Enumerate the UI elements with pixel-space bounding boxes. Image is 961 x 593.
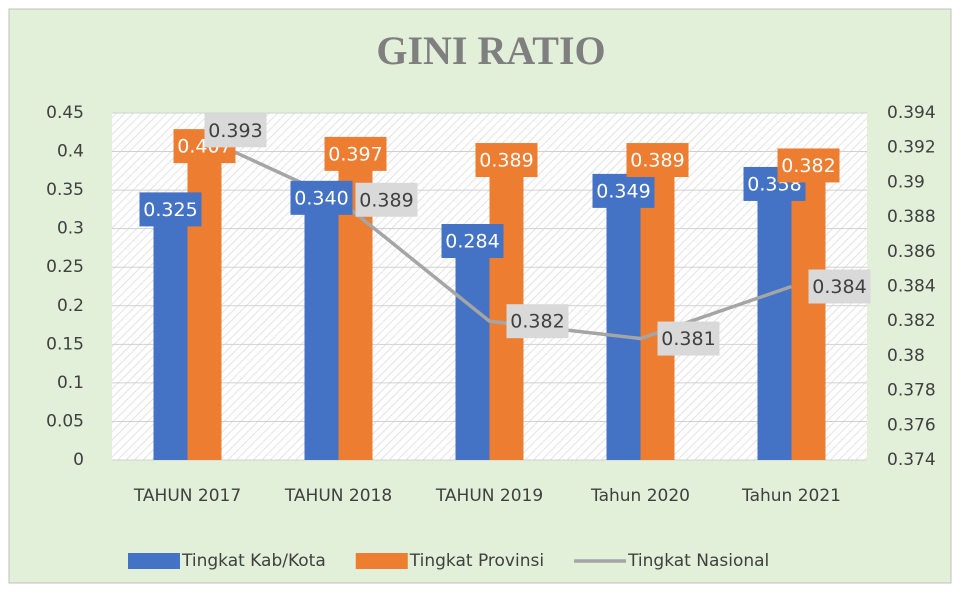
y2-tick-label: 0.382 (887, 311, 936, 331)
data-label: 0.340 (294, 187, 348, 209)
y2-tick-label: 0.378 (887, 381, 936, 401)
y2-tick-label: 0.384 (887, 277, 936, 297)
line-series (186, 128, 793, 341)
y-tick-label: 0 (73, 450, 84, 470)
bar (455, 241, 490, 460)
data-label: 0.381 (661, 328, 715, 350)
y-tick-label: 0.05 (46, 411, 84, 431)
legend-label: Tingkat Provinsi (409, 551, 544, 571)
data-label: 0.384 (812, 276, 866, 298)
y2-tick-label: 0.38 (887, 346, 925, 366)
x-tick-label: TAHUN 2019 (435, 486, 543, 506)
y-tick-label: 0.2 (57, 296, 84, 316)
bar (153, 209, 188, 460)
y2-tick-label: 0.374 (887, 450, 936, 470)
data-label-box (777, 148, 840, 183)
y2-tick-label: 0.388 (887, 207, 936, 227)
chart-title: GINI RATIO (376, 28, 605, 73)
data-label-box (139, 192, 202, 227)
y-tick-label: 0.15 (46, 334, 84, 354)
bar (606, 190, 641, 461)
y2-tick-label: 0.394 (887, 103, 936, 123)
x-tick-label: TAHUN 2017 (133, 486, 241, 506)
data-label: 0.349 (596, 180, 650, 202)
bar (757, 183, 792, 461)
y2-tick-label: 0.392 (887, 138, 936, 158)
y-tick-label: 0.3 (57, 219, 84, 239)
x-tick-label: TAHUN 2018 (284, 486, 392, 506)
bar (304, 197, 339, 461)
data-label-box (592, 173, 655, 208)
data-label-box (355, 182, 418, 217)
data-label: 0.284 (445, 231, 499, 253)
data-label-box (475, 143, 538, 178)
data-label: 0.382 (781, 155, 835, 177)
data-label-box (204, 113, 267, 148)
x-tick-label: Tahun 2021 (741, 486, 841, 506)
data-label-box (657, 321, 720, 356)
data-label-box (808, 269, 871, 304)
bar (791, 165, 826, 461)
data-label-box (441, 224, 504, 259)
y2-tick-label: 0.39 (887, 172, 925, 192)
y-tick-label: 0.4 (57, 142, 84, 162)
legend-swatch (355, 553, 408, 569)
data-label-box (626, 143, 689, 178)
y-tick-label: 0.1 (57, 373, 84, 393)
data-label: 0.393 (208, 120, 262, 142)
data-label: 0.382 (510, 311, 564, 333)
bar (640, 160, 675, 460)
y2-tick-label: 0.386 (887, 242, 936, 262)
y-tick-label: 0.35 (46, 180, 84, 200)
data-label: 0.325 (143, 199, 197, 221)
data-label: 0.389 (359, 189, 413, 211)
data-label: 0.389 (630, 150, 684, 172)
data-label-box (290, 180, 353, 215)
y2-tick-label: 0.376 (887, 415, 936, 435)
data-label-box (506, 304, 569, 339)
data-label-box (324, 136, 387, 171)
y-tick-label: 0.45 (46, 103, 84, 123)
x-tick-label: Tahun 2020 (590, 486, 690, 506)
legend-swatch (128, 553, 180, 569)
legend-label: Tingkat Nasional (627, 551, 769, 571)
y-tick-label: 0.25 (46, 257, 84, 277)
data-label: 0.389 (479, 150, 533, 172)
legend-label: Tingkat Kab/Kota (181, 551, 326, 571)
data-label: 0.397 (328, 143, 382, 165)
